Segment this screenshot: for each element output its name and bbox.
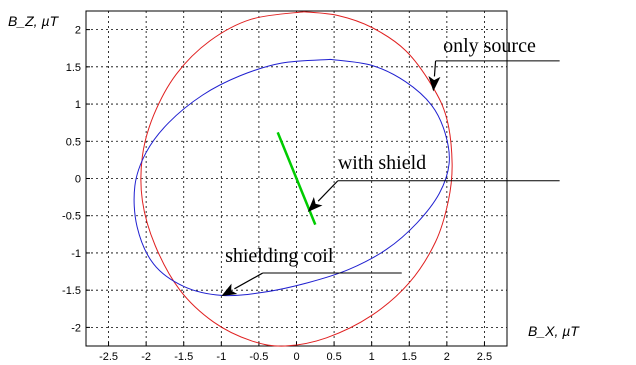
x-tick-label: 0.5 [326, 351, 341, 363]
x-tick-label: -1 [216, 351, 226, 363]
annotation-label: only source [443, 35, 536, 57]
annotation-arrowhead [307, 197, 323, 212]
x-tick-label: -1.5 [174, 351, 193, 363]
annotations: only source with shield shielding coil [221, 35, 560, 297]
series-shielding-coil-curve [133, 58, 450, 297]
y-tick-label: 0 [75, 174, 81, 186]
y-tick-label: -0.5 [62, 211, 81, 223]
x-tick-label: 2.5 [477, 351, 492, 363]
annotation-arrowhead [221, 283, 238, 297]
x-tick-label: -2 [141, 351, 151, 363]
annotation-arrow-shaft [317, 180, 339, 202]
x-tick-label: 2 [444, 351, 450, 363]
x-axis-label: B_X, µT [528, 323, 580, 339]
annotation-label: with shield [338, 152, 426, 174]
x-tick-label: 1 [369, 351, 375, 363]
annotation-label: shielding coil [225, 245, 334, 267]
y-axis-label: B_Z, µT [8, 13, 60, 29]
y-tick-label: 1.5 [66, 62, 81, 74]
annotation-arrowhead [428, 75, 441, 92]
y-tick-label: 0.5 [66, 136, 81, 148]
y-tick-label: -1 [71, 248, 81, 260]
y-tick-label: -2 [71, 322, 81, 334]
tick-labels: -2.5 -2 -1.5 -1 -0.5 0 0.5 1 1.5 2 2.5 2 1.5 1 0.5 0 -0.… [62, 25, 492, 363]
series-only-source-curve [140, 11, 453, 347]
annotation-shielding-coil: shielding coil [221, 245, 402, 297]
annotation-only-source: only source [428, 35, 560, 92]
annotation-arrow-shaft [234, 272, 263, 290]
x-tick-label: -0.5 [249, 351, 268, 363]
y-tick-label: 1 [75, 99, 81, 111]
x-tick-label: 1.5 [402, 351, 417, 363]
annotation-with-shield: with shield [307, 152, 560, 212]
annotation-arrow-shaft [433, 60, 437, 77]
x-tick-label: 0 [293, 351, 299, 363]
x-tick-label: -2.5 [99, 351, 118, 363]
y-tick-label: -1.5 [62, 285, 81, 297]
y-tick-label: 2 [75, 25, 81, 37]
series-layer [133, 11, 453, 347]
